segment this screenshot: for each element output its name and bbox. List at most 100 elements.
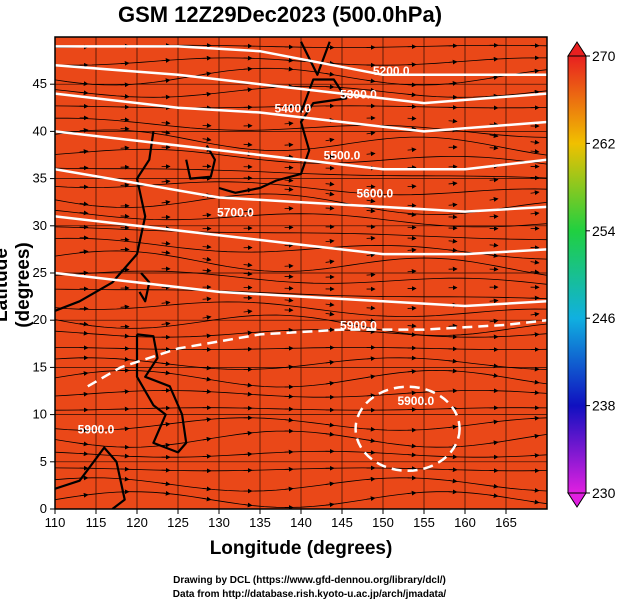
- wind-arrow: [79, 127, 89, 133]
- wind-arrow: [243, 66, 253, 72]
- wind-arrow: [243, 330, 253, 336]
- contour-label: 5900.0: [340, 319, 377, 333]
- wind-arrow: [489, 133, 499, 138]
- wind-arrow: [161, 58, 171, 63]
- streamline: [55, 85, 547, 98]
- wind-arrow: [530, 211, 540, 216]
- contour-label: 5300.0: [340, 87, 377, 101]
- wind-arrow: [448, 59, 458, 65]
- wind-arrow: [448, 81, 458, 86]
- wind-arrow: [79, 249, 89, 255]
- wind-arrow: [407, 269, 417, 274]
- wind-arrow: [202, 71, 212, 77]
- x-tick-label: 115: [86, 515, 107, 530]
- contour-label: 5400.0: [274, 102, 311, 116]
- wind-arrow: [161, 361, 171, 367]
- wind-arrow: [161, 321, 171, 327]
- wind-arrow: [407, 247, 417, 253]
- wind-arrow: [448, 478, 458, 484]
- wind-arrow: [407, 323, 417, 329]
- wind-arrow: [489, 298, 499, 304]
- y-tick-label: 10: [33, 407, 47, 422]
- y-tick-label: 0: [40, 501, 47, 516]
- contour-label: 5900.0: [397, 394, 434, 408]
- wind-arrow: [202, 365, 212, 371]
- wind-arrow: [202, 376, 212, 382]
- wind-arrow: [366, 329, 376, 334]
- wind-arrow: [325, 422, 335, 428]
- wind-arrow: [161, 179, 171, 184]
- wind-arrow: [325, 481, 335, 487]
- coastline: [218, 78, 348, 194]
- credit-dcl: Drawing by DCL (https://www.gfd-dennou.o…: [173, 575, 446, 586]
- x-tick-label: 130: [208, 515, 230, 530]
- wind-arrow: [489, 363, 499, 369]
- grid: [55, 37, 547, 509]
- wind-arrow: [366, 374, 376, 380]
- x-tick-label: 120: [126, 515, 148, 530]
- contour-label: 5500.0: [324, 149, 361, 163]
- y-tick-label: 15: [33, 359, 47, 374]
- wind-arrow: [407, 369, 417, 374]
- streamline: [55, 450, 547, 458]
- x-tick-label: 135: [249, 515, 271, 530]
- wind-arrow: [202, 417, 212, 423]
- wind-arrow: [243, 209, 253, 214]
- streamline: [55, 237, 547, 260]
- contour-line: [55, 45, 547, 77]
- wind-arrow: [407, 212, 417, 217]
- wind-arrow: [243, 87, 253, 93]
- wind-arrow: [202, 296, 212, 302]
- wind-arrow: [161, 300, 171, 306]
- wind-arrow: [284, 66, 294, 72]
- streamline: [55, 430, 547, 448]
- colorbar-tick-label: 270: [592, 48, 616, 64]
- wind-arrow: [120, 426, 130, 432]
- wind-arrow: [79, 441, 89, 447]
- colorbar-tick-label: 262: [592, 135, 616, 151]
- wind-arrow: [243, 262, 253, 268]
- wind-arrow: [530, 379, 540, 385]
- y-tick-label: 45: [33, 76, 47, 91]
- streamline: [55, 270, 547, 285]
- wind-arrow: [325, 360, 335, 365]
- colorbar-tick-label: 238: [592, 398, 616, 414]
- streamline: [55, 314, 547, 336]
- wind-arrow: [366, 438, 376, 443]
- coastline: [55, 131, 155, 312]
- wind-arrow: [120, 61, 130, 66]
- wind-arrow: [79, 90, 89, 96]
- contour-label: 5700.0: [217, 205, 254, 219]
- wind-arrow: [120, 182, 130, 188]
- wind-arrow: [530, 433, 540, 439]
- streamline: [55, 193, 547, 216]
- wind-arrow: [120, 117, 130, 123]
- contour-line: [55, 130, 547, 171]
- wind-arrow: [79, 492, 89, 498]
- coastline: [138, 272, 151, 303]
- wind-arrow: [161, 490, 171, 496]
- streamline: [55, 301, 547, 317]
- wind-arrow: [366, 78, 376, 84]
- contour-line: [55, 167, 547, 213]
- wind-arrow: [325, 181, 335, 187]
- wind-arrow: [489, 440, 499, 446]
- wind-arrow: [407, 147, 417, 153]
- x-tick-label: 150: [372, 515, 394, 530]
- wind-arrow: [530, 390, 540, 396]
- wind-arrow: [366, 496, 376, 501]
- streamline: [55, 57, 547, 66]
- wind-arrow: [448, 424, 458, 430]
- colorbar-tick-label: 230: [592, 485, 616, 501]
- wind-arrow: [325, 71, 335, 77]
- wind-arrow: [325, 311, 335, 317]
- wind-arrow: [79, 210, 89, 216]
- x-axis-label: Longitude (degrees): [209, 538, 393, 559]
- credit-data-source: Data from http://database.rish.kyoto-u.a…: [172, 589, 447, 600]
- x-tick-label: 160: [454, 515, 476, 530]
- wind-arrow: [366, 198, 376, 204]
- streamline: [55, 148, 547, 165]
- wind-arrow: [530, 68, 540, 74]
- y-tick-label: 35: [33, 171, 47, 186]
- x-tick-label: 145: [331, 515, 353, 530]
